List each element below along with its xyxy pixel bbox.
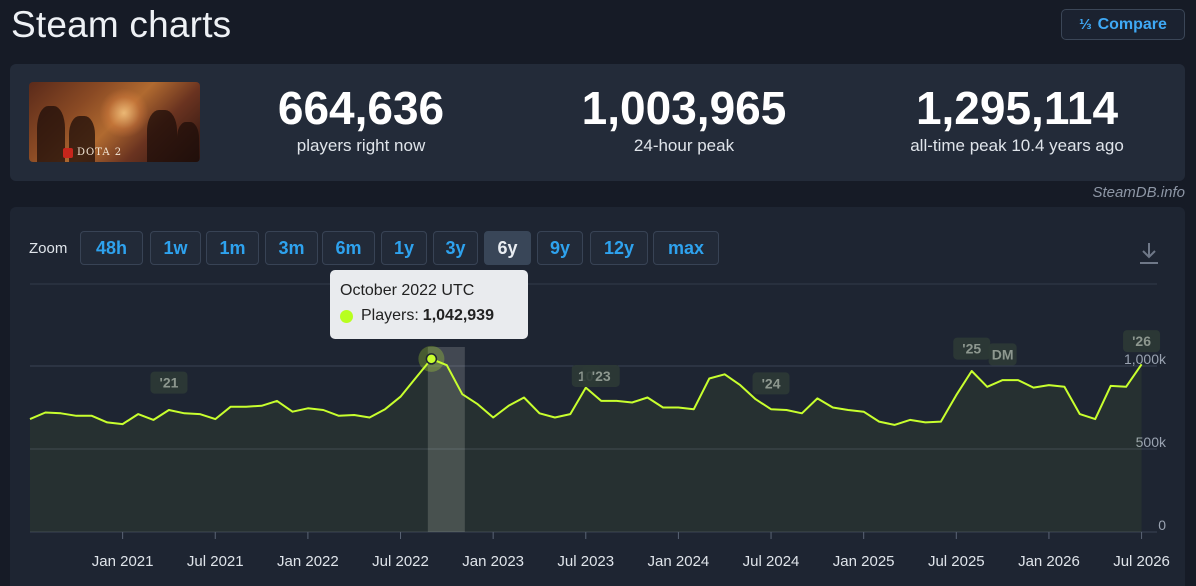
all-time-peak-value: 1,295,114 [915, 82, 1119, 134]
y-tick-label: 1,000k [1124, 351, 1167, 367]
annotation-flag [752, 372, 790, 395]
zoom-button-3m[interactable]: 3m [265, 231, 318, 265]
annotation-flag [953, 337, 991, 360]
thumbnail-figure [147, 110, 177, 162]
zoom-button-1w[interactable]: 1w [150, 231, 201, 265]
x-tick-label: Jul 2023 [557, 553, 614, 570]
x-tick-label: Jul 2025 [928, 553, 985, 570]
game-thumbnail[interactable]: DOTA 2 [29, 82, 200, 162]
x-tick-label: Jul 2024 [743, 553, 800, 570]
tooltip-row: Players: 1,042,939 [340, 307, 528, 325]
stat-players-now: 664,636 players right now [255, 82, 467, 156]
series-area [30, 358, 1142, 532]
thumbnail-glow [99, 88, 149, 138]
zoom-button-1m[interactable]: 1m [206, 231, 259, 265]
y-tick-label: 0 [1158, 517, 1166, 533]
all-time-peak-label: all-time peak 10.4 years ago [910, 136, 1124, 155]
series-line-players [29, 357, 1143, 426]
annotation-flag [150, 371, 188, 394]
peak-24h-label: 24-hour peak [633, 136, 735, 155]
thumbnail-figure [69, 116, 95, 162]
stats-panel: DOTA 2 664,636 players right now 1,003,9… [10, 64, 1185, 181]
annotation-flag [582, 364, 620, 387]
stat-24h-peak: 1,003,965 24-hour peak [558, 82, 810, 156]
thumbnail-figure [177, 122, 199, 162]
zoom-button-6y[interactable]: 6y [484, 231, 531, 265]
hover-marker [425, 353, 438, 365]
x-tick-label: Jan 2021 [92, 553, 154, 570]
x-tick-label: Jan 2022 [277, 553, 339, 570]
annotation-label: DM [992, 346, 1014, 362]
stat-all-time-peak: 1,295,114 all-time peak 10.4 years ago [882, 82, 1152, 156]
fraction-icon: ⅓ [1079, 16, 1092, 33]
annotation-flag [988, 343, 1017, 366]
player-count-chart[interactable]: 0 500k 1,000k Jan 2021 Jul 2021 Jan 2022 Jul 2… [0, 207, 1196, 586]
annotation-label: '24 [762, 375, 781, 391]
x-tick-label: Jul 2022 [372, 553, 429, 570]
x-tick-label: Jan 2024 [648, 553, 710, 570]
annotation-label: '21 [159, 375, 178, 391]
zoom-button-1y[interactable]: 1y [381, 231, 427, 265]
zoom-button-6m[interactable]: 6m [322, 231, 375, 265]
zoom-button-3y[interactable]: 3y [433, 231, 478, 265]
tooltip-series-label: Players: [361, 307, 419, 324]
thumbnail-figure [37, 106, 65, 162]
x-tick-label: Jul 2026 [1113, 553, 1170, 570]
zoom-button-48h[interactable]: 48h [80, 231, 143, 265]
players-now-value: 664,636 [277, 82, 445, 134]
x-tick-label: Jan 2023 [462, 553, 524, 570]
annotation-label: '26 [1132, 333, 1151, 349]
x-tick-label: Jan 2026 [1018, 553, 1080, 570]
zoom-label: Zoom [29, 240, 68, 257]
annotation-label: '25 [962, 341, 981, 357]
chart-tooltip: October 2022 UTC Players: 1,042,939 [330, 270, 528, 339]
compare-button[interactable]: ⅓ Compare [1061, 9, 1185, 40]
x-tick-label: Jan 2025 [833, 553, 895, 570]
tooltip-value: 1,042,939 [422, 307, 494, 324]
annotation-label: '23 [592, 368, 611, 384]
dota-logo-icon [63, 148, 73, 158]
page-title: Steam charts [11, 4, 232, 45]
peak-24h-value: 1,003,965 [581, 82, 787, 134]
zoom-button-12y[interactable]: 12y [590, 231, 648, 265]
tooltip-title: October 2022 UTC [340, 282, 475, 299]
players-now-label: players right now [296, 136, 426, 155]
compare-label: Compare [1097, 15, 1167, 33]
x-tick-label: Jul 2021 [187, 553, 244, 570]
series-color-dot [340, 309, 353, 323]
highlight-band [427, 347, 465, 532]
annotation-flag [1123, 330, 1161, 353]
source-credit[interactable]: SteamDB.info [1092, 184, 1185, 201]
zoom-button-9y[interactable]: 9y [537, 231, 583, 265]
download-icon[interactable] [1138, 241, 1160, 265]
game-logo-text: DOTA 2 [77, 147, 123, 158]
zoom-button-max[interactable]: max [653, 231, 719, 265]
y-tick-label: 500k [1136, 434, 1167, 450]
